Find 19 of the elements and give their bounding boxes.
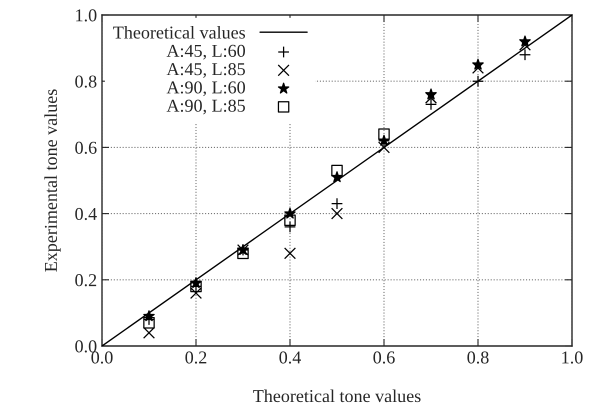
legend-label: Theoretical values [113, 26, 246, 39]
y-tick-label: 0.2 [75, 274, 96, 286]
x-tick-label: 0.6 [373, 351, 395, 364]
y-tick-label: 0.4 [75, 208, 97, 220]
y-axis-title: Experimental tone values [44, 89, 61, 272]
x-axis-title: Theoretical tone values [253, 389, 421, 402]
y-tick-label: 1.0 [76, 9, 96, 22]
x-tick-label: 0.0 [91, 351, 113, 364]
y-tick-label: 0.8 [75, 75, 96, 88]
legend-label: A:90, L:60 [166, 81, 245, 96]
legend-label: A:90, L:85 [166, 100, 245, 114]
legend-label: A:45, L:85 [166, 63, 245, 78]
y-tick-label: 0.6 [75, 142, 97, 154]
x-tick-label: 0.8 [467, 351, 489, 364]
legend-label: A:45, L:60 [166, 44, 245, 60]
y-tick-label: 0.0 [75, 340, 96, 353]
x-tick-label: 0.4 [279, 351, 302, 364]
x-tick-label: 1.0 [562, 351, 583, 364]
x-tick-label: 0.2 [185, 351, 206, 364]
